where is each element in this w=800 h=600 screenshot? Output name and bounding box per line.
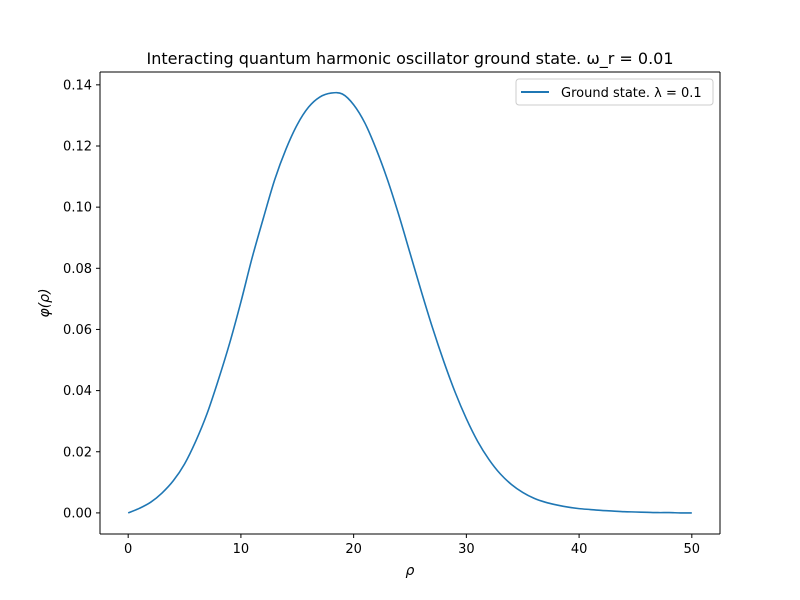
y-tick-label: 0.12 [63,139,92,154]
x-tick-label: 30 [458,542,475,557]
y-tick-label: 0.00 [63,506,92,521]
y-axis-label: φ(ρ) [37,288,53,317]
x-axis-label: ρ [406,563,415,579]
y-tick-label: 0.02 [63,445,92,460]
legend-label: Ground state. λ = 0.1 [561,86,702,101]
x-tick-label: 50 [684,542,701,557]
y-tick-label: 0.14 [63,78,92,93]
plot-frame [99,71,721,535]
y-tick-label: 0.04 [63,384,92,399]
x-tick-label: 0 [124,542,132,557]
plot-area [127,91,692,514]
legend: Ground state. λ = 0.1 [515,78,714,106]
chart-title: Interacting quantum harmonic oscillator … [146,49,673,69]
x-tick-label: 20 [345,542,362,557]
x-tick-label: 40 [571,542,588,557]
y-tick-label: 0.10 [63,201,92,216]
y-tick-label: 0.06 [63,323,92,338]
y-tick-label: 0.08 [63,262,92,277]
x-tick-label: 10 [233,542,250,557]
legend-box [515,78,714,106]
ticks: 0 10 20 30 40 50 0.00 0.02 0.04 0.06 0.08 0.10 0.12 0… [63,78,700,557]
series-line-0 [127,91,692,514]
